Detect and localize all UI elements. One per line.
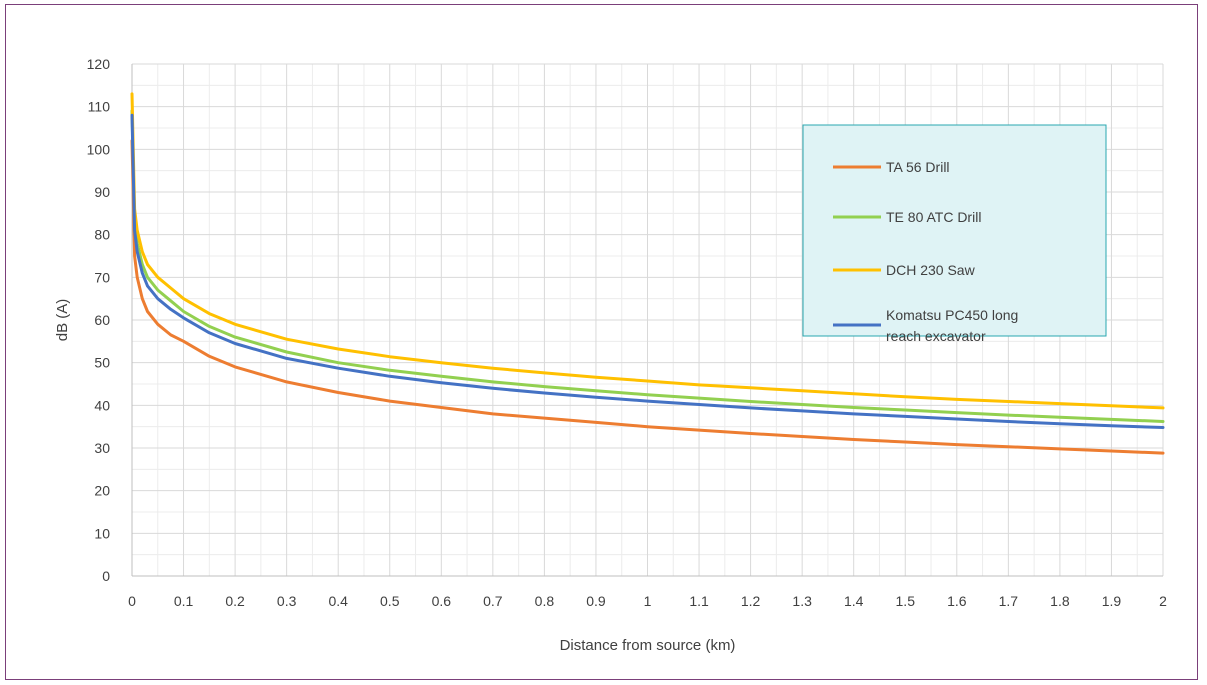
x-axis-tick-labels: 0 0.1 0.2 0.3 0.4 0.5 0.6 0.7 0.8 0.9 1 1.1 1.2 1.3 1.…	[128, 593, 1167, 609]
series-line-3	[130, 92, 1165, 410]
y-tick-label: 110	[88, 99, 111, 115]
x-tick-label: 1.3	[792, 593, 812, 609]
y-axis-tick-labels: 0 10 20 30 40 50 60 70 80 90 100 110 120	[87, 56, 111, 584]
x-axis-title: Distance from source (km)	[560, 637, 736, 654]
y-tick-label: 10	[94, 525, 110, 541]
y-tick-label: 40	[94, 397, 110, 413]
series-line-4	[130, 113, 1165, 429]
x-tick-label: 0.8	[535, 593, 555, 609]
x-tick-label: 1.6	[947, 593, 967, 609]
legend-label-2: TE 80 ATC Drill	[886, 209, 981, 225]
x-tick-label: 0.3	[277, 593, 297, 609]
x-tick-label: 0.4	[328, 593, 348, 609]
legend-label-3: DCH 230 Saw	[886, 262, 976, 278]
y-tick-label: 90	[94, 184, 110, 200]
y-tick-label: 70	[94, 269, 110, 285]
x-tick-label: 1.4	[844, 593, 864, 609]
series-lines	[130, 92, 1165, 455]
x-tick-label: 0.7	[483, 593, 503, 609]
legend-label-4: Komatsu PC450 long	[886, 307, 1018, 323]
y-tick-label: 120	[87, 56, 111, 72]
legend-label-1: TA 56 Drill	[886, 159, 950, 175]
x-tick-label: 1	[644, 593, 652, 609]
y-axis-title: dB (A)	[54, 299, 71, 342]
x-tick-label: 0.2	[225, 593, 245, 609]
legend-label-4: reach excavator	[886, 328, 986, 344]
x-tick-label: 0.6	[432, 593, 452, 609]
x-tick-label: 0.9	[586, 593, 606, 609]
x-tick-label: 0	[128, 593, 136, 609]
y-tick-label: 30	[94, 440, 110, 456]
x-tick-label: 1.7	[999, 593, 1019, 609]
x-tick-label: 1.9	[1102, 593, 1122, 609]
legend: TA 56 Drill TE 80 ATC Drill DCH 230 Saw Kom…	[802, 124, 1107, 344]
x-tick-label: 1.2	[741, 593, 761, 609]
y-tick-label: 80	[94, 227, 110, 243]
series-line-1	[130, 139, 1165, 455]
series-line-2	[130, 109, 1165, 423]
y-tick-label: 20	[94, 483, 110, 499]
x-tick-label: 1.1	[689, 593, 709, 609]
x-tick-label: 2	[1159, 593, 1167, 609]
x-tick-label: 1.8	[1050, 593, 1070, 609]
y-tick-label: 50	[94, 355, 110, 371]
x-tick-label: 1.5	[896, 593, 916, 609]
y-tick-label: 100	[87, 141, 111, 157]
x-tick-label: 0.1	[174, 593, 194, 609]
legend-box	[802, 124, 1107, 337]
y-tick-label: 60	[94, 312, 110, 328]
y-tick-label: 0	[102, 568, 110, 584]
x-tick-label: 0.5	[380, 593, 400, 609]
chart-frame	[5, 4, 1198, 680]
